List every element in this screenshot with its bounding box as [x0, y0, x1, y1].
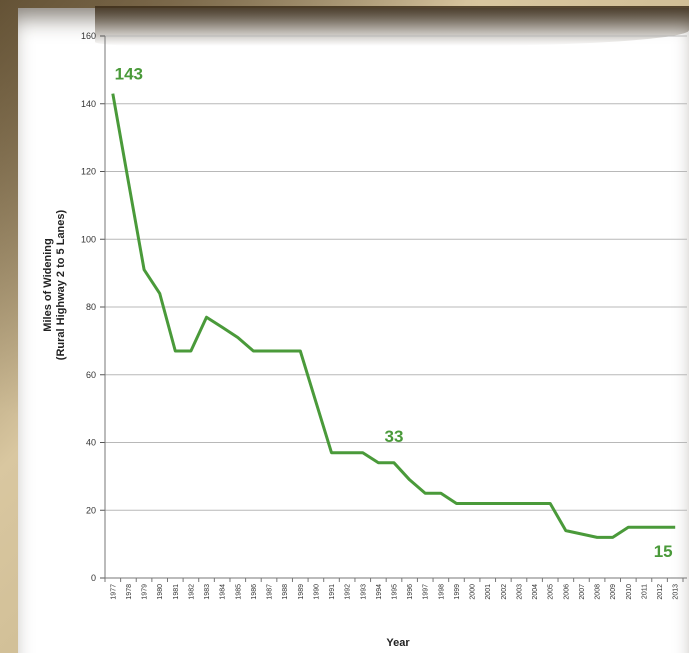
x-tick-label-1988: 1988 [282, 584, 289, 600]
x-tick-label-2004: 2004 [532, 584, 539, 600]
y-tick-label-80: 80 [86, 302, 96, 312]
x-tick-label-1986: 1986 [251, 584, 258, 600]
x-axis-label: Year [386, 637, 410, 649]
x-tick-label-1996: 1996 [407, 584, 414, 600]
y-axis-label-line2: (Rural Highway 2 to 5 Lanes) [55, 209, 67, 360]
x-tick-label-2003: 2003 [516, 584, 523, 600]
x-tick-label-1987: 1987 [267, 584, 274, 600]
x-tick-label-1997: 1997 [423, 584, 430, 600]
annotations: 143 33 15 [115, 65, 673, 562]
annotation-15: 15 [654, 542, 673, 561]
y-tick-label-100: 100 [81, 234, 96, 244]
x-tick-label-1999: 1999 [454, 584, 461, 600]
annotation-33: 33 [385, 427, 404, 446]
x-tick-label-2001: 2001 [485, 584, 492, 600]
y-tick-label-0: 0 [91, 573, 96, 583]
x-tick-label-1982: 1982 [188, 584, 195, 600]
y-axis-label-line1: Miles of Widening [42, 238, 54, 331]
x-tick-label-1984: 1984 [220, 584, 227, 600]
x-tick-label-2012: 2012 [657, 584, 664, 600]
y-tick-label-160: 160 [81, 31, 96, 41]
x-tick-label-1992: 1992 [345, 584, 352, 600]
y-tick-label-60: 60 [86, 370, 96, 380]
x-tick-label-1983: 1983 [204, 584, 211, 600]
y-tick-label-40: 40 [86, 438, 96, 448]
gridlines [105, 35, 687, 511]
x-tick-label-2000: 2000 [470, 584, 477, 600]
x-tick-label-1994: 1994 [376, 584, 383, 600]
x-tick-label-2010: 2010 [626, 584, 633, 600]
x-tick-label-1980: 1980 [157, 584, 164, 600]
series-line [111, 93, 676, 539]
x-tick-label-1995: 1995 [392, 584, 399, 600]
x-tick-label-2008: 2008 [595, 584, 602, 600]
x-tick-label-1981: 1981 [173, 584, 180, 600]
y-tick-label-20: 20 [86, 505, 96, 515]
x-axis-ticks: 1977 1978 1979 1980 1981 1982 1983 1984 1985 1986… [104, 578, 684, 600]
x-tick-label-1998: 1998 [438, 584, 445, 600]
x-tick-label-1978: 1978 [126, 584, 133, 600]
x-tick-label-1993: 1993 [360, 584, 367, 600]
chart-panel [18, 8, 689, 653]
x-tick-label-2009: 2009 [610, 584, 617, 600]
x-tick-label-1991: 1991 [329, 584, 336, 600]
x-tick-label-2013: 2013 [673, 584, 680, 600]
y-axis-ticks: 0 20 40 60 80 100 120 140 160 [81, 31, 105, 583]
x-tick-label-1985: 1985 [235, 584, 242, 600]
shadow-overlay [95, 6, 689, 46]
x-tick-label-1989: 1989 [298, 584, 305, 600]
x-tick-label-1990: 1990 [313, 584, 320, 600]
x-tick-label-2011: 2011 [641, 584, 648, 599]
x-tick-label-2005: 2005 [548, 584, 555, 600]
annotation-143: 143 [115, 65, 143, 84]
x-tick-label-2002: 2002 [501, 584, 508, 600]
x-tick-label-2006: 2006 [563, 584, 570, 600]
y-tick-label-120: 120 [81, 167, 96, 177]
x-tick-label-2007: 2007 [579, 584, 586, 600]
x-tick-label-1977: 1977 [110, 584, 117, 600]
x-tick-label-1979: 1979 [142, 584, 149, 600]
y-tick-label-140: 140 [81, 99, 96, 109]
